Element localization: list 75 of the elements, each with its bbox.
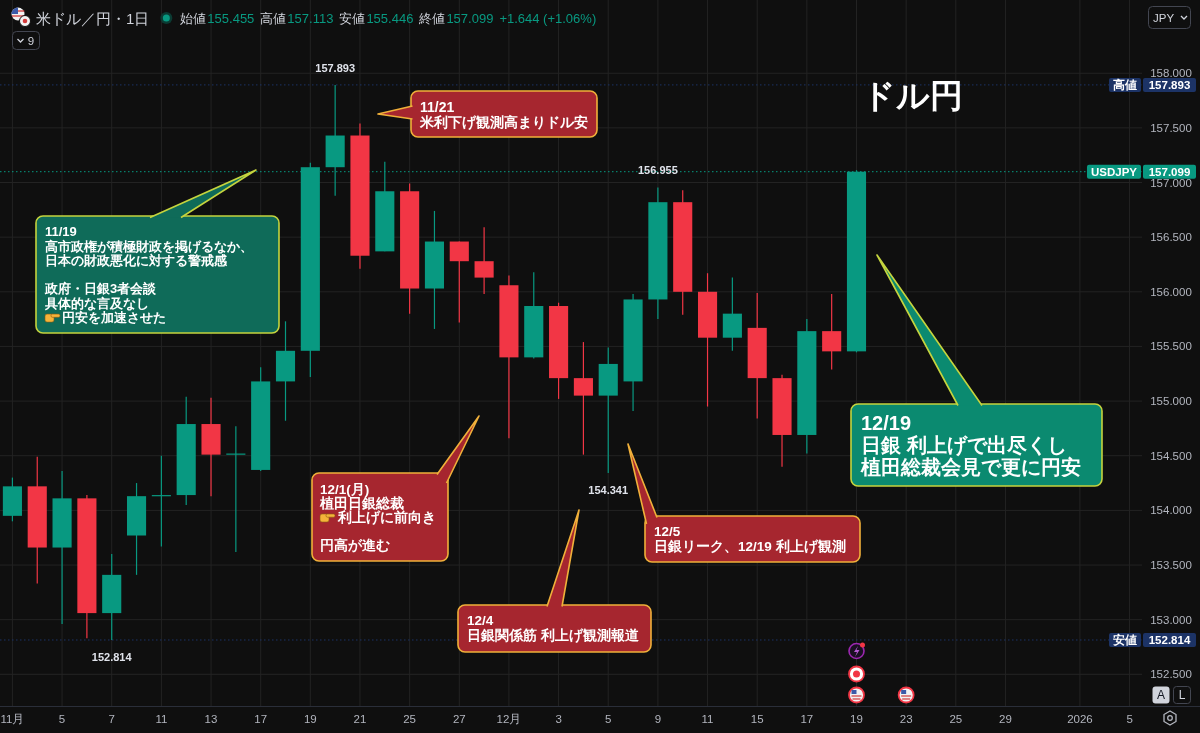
y-tick-label: 154.500 <box>1150 449 1192 462</box>
annotation: 日銀 利上げで出尽くし <box>861 434 1067 457</box>
y-tick-label: 155.500 <box>1150 340 1192 353</box>
y-tick-label: 156.000 <box>1150 285 1192 298</box>
x-tick-label: 25 <box>403 713 417 725</box>
annotation: 安値 <box>339 10 366 26</box>
indicator-chip: 9 <box>12 31 40 50</box>
annotation: 日銀関係筋 利上げ観測報道 <box>467 628 640 643</box>
annotation: 植田総裁会見で更に円安 <box>860 456 1081 478</box>
ref-line-label: USDJPY <box>1090 165 1138 178</box>
x-tick-label: 12月 <box>496 713 522 725</box>
annotation: 利上げに前向き <box>336 510 436 525</box>
annotation: 始値 <box>180 10 207 26</box>
annotation: 日銀リーク、12/19 利上げ観測 <box>654 539 846 554</box>
ref-line-label: 高値 <box>1113 77 1137 91</box>
annotation: 155.446 <box>366 10 414 26</box>
x-tick-label: 27 <box>452 713 466 725</box>
y-tick-label: 155.000 <box>1150 395 1192 408</box>
annotation: 157.113 <box>287 10 334 26</box>
unit-button: JPY <box>1148 6 1191 29</box>
x-tick-label: 15 <box>750 713 764 725</box>
ref-line-label: 安値 <box>1113 632 1137 646</box>
x-tick-label: 7 <box>108 713 115 725</box>
annotation: 12/4 <box>467 613 494 628</box>
x-tick-label: 23 <box>899 713 913 725</box>
y-tick-label: 154.000 <box>1150 504 1192 517</box>
annotation: 具体的な言及なし <box>44 295 149 311</box>
annotation: 終値 <box>418 10 446 26</box>
annotation: 高市政権が積極財政を掲げるなか、日本の財政悪化に対する警戒感 <box>45 238 253 268</box>
x-tick-label: 13 <box>204 713 218 725</box>
y-tick-label: 157.500 <box>1150 121 1192 134</box>
annotation: 12/1(月) <box>320 481 370 497</box>
annotation: 152.814 <box>91 650 133 663</box>
annotation: 157.099 <box>446 10 494 26</box>
annotation: 円高が進む <box>320 537 390 554</box>
scale-button: L <box>1173 686 1191 704</box>
annotation: 156.955 <box>638 164 678 177</box>
annotation: 円安を加速させた <box>61 310 166 326</box>
annotation: 12/5 <box>654 524 681 539</box>
x-tick-label: 5 <box>58 713 66 725</box>
y-tick-label: 157.000 <box>1150 176 1192 189</box>
x-tick-label: 5 <box>1126 713 1133 725</box>
annotation: 11/21 <box>420 98 455 115</box>
y-tick-label: 152.500 <box>1150 668 1192 681</box>
x-tick-label: 3 <box>555 713 562 725</box>
annotation: 高値 <box>260 10 287 26</box>
text: 米ドル／円・1日 <box>36 9 150 27</box>
x-tick-label: 5 <box>605 713 612 725</box>
y-tick-label: 156.500 <box>1150 231 1192 244</box>
annotation: 11/19 <box>45 223 77 239</box>
x-tick-label: 21 <box>353 713 367 725</box>
x-tick-label: 11 <box>701 713 714 725</box>
annotation: 米利下げ観測高まりドル安 <box>419 113 588 130</box>
text: ドル円 <box>861 76 963 114</box>
annotation: 政府・日銀3者会談 <box>44 281 158 297</box>
x-tick-label: 25 <box>949 713 963 725</box>
annotation: 12/19 <box>861 412 912 434</box>
annotation: 155.455 <box>207 10 255 26</box>
y-axis-title: JPY <box>1153 12 1175 24</box>
x-tick-label: 9 <box>654 713 662 725</box>
y-tick-label: 158.000 <box>1150 67 1192 80</box>
x-tick-label: 17 <box>800 713 814 725</box>
x-tick-label: 11月 <box>0 713 25 725</box>
y-tick-label: 153.000 <box>1150 613 1192 626</box>
x-tick-label: 11 <box>155 713 168 725</box>
annotation: 157.893 <box>315 61 356 74</box>
y-tick-label: 153.500 <box>1150 559 1192 572</box>
annotation: +1.644 (+1.06%) <box>499 10 597 26</box>
annotation: 9 <box>27 35 35 47</box>
x-tick-label: 29 <box>999 713 1012 725</box>
x-tick-label: 19 <box>850 713 863 725</box>
x-tick-label: 19 <box>303 713 317 725</box>
x-tick-label: 17 <box>254 713 268 725</box>
annotation: 154.341 <box>588 484 629 497</box>
x-tick-label: 2026 <box>1067 713 1093 725</box>
